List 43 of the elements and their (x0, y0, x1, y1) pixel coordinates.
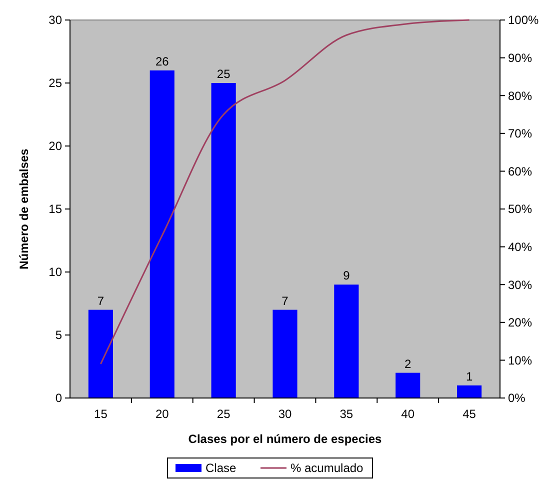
y2-tick-label: 80% (508, 88, 532, 103)
bar (396, 372, 420, 398)
x-tick-label: 20 (155, 407, 170, 421)
y2-tick-label: 50% (508, 202, 532, 216)
data-label: 2 (404, 356, 412, 371)
legend-label: % acumulado (290, 461, 364, 476)
bar (334, 284, 359, 398)
bar (457, 385, 482, 398)
data-label: 25 (216, 67, 231, 81)
y-tick-label: 30 (48, 13, 62, 28)
legend-label: Clase (206, 461, 237, 476)
y2-tick-label: 0% (508, 391, 526, 406)
bar (88, 310, 113, 398)
bar (150, 70, 174, 398)
y2-tick-label: 30% (508, 278, 532, 292)
x-tick-label: 45 (462, 407, 476, 421)
bar (211, 83, 236, 398)
y2-tick-label: 70% (508, 126, 532, 141)
y-tick-label: 25 (48, 76, 62, 90)
y2-tick-label: 40% (508, 240, 532, 254)
x-axis-title: Clases por el número de especies (188, 432, 382, 446)
data-label: 9 (343, 268, 350, 283)
bar (272, 310, 298, 398)
y-tick-label: 10 (48, 265, 62, 280)
y-tick-label: 20 (48, 139, 62, 154)
x-tick-label: 25 (216, 407, 231, 421)
y-axis-title: Número de embalses (17, 148, 31, 270)
x-tick-label: 30 (278, 407, 292, 421)
data-label: 1 (466, 369, 473, 384)
data-label: 26 (155, 54, 170, 68)
y2-tick-label: 90% (508, 51, 532, 65)
y2-tick-label: 100% (508, 13, 540, 28)
x-tick-label: 40 (401, 407, 415, 421)
y2-tick-label: 20% (508, 316, 532, 330)
x-tick-label: 15 (94, 407, 108, 421)
y2-tick-label: 10% (508, 353, 532, 368)
y-tick-label: 0 (55, 391, 62, 406)
x-tick-label: 35 (340, 407, 354, 421)
y-tick-label: 15 (48, 202, 62, 216)
data-label: 7 (97, 294, 104, 308)
y-tick-label: 5 (55, 328, 62, 342)
y2-tick-label: 60% (508, 164, 532, 178)
data-label: 7 (282, 294, 289, 308)
